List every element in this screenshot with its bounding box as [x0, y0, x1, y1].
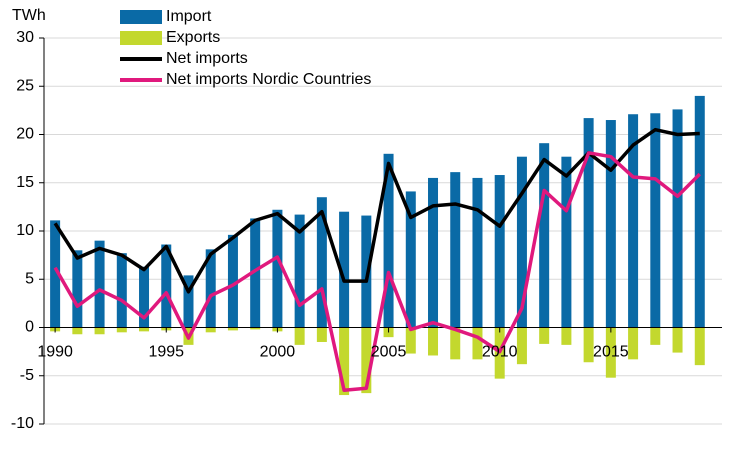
bar [205, 249, 216, 328]
y-tick-label: 5 [25, 270, 34, 287]
y-tick-label: 10 [16, 222, 34, 239]
bar [561, 327, 572, 345]
bar [50, 220, 61, 328]
bar [516, 156, 527, 328]
bar [628, 327, 639, 360]
bar [405, 191, 416, 328]
y-axis-label: TWh [12, 7, 46, 24]
bar [250, 218, 261, 328]
bar [116, 327, 127, 333]
bar [294, 327, 305, 345]
x-tick-label: 2010 [482, 344, 518, 361]
bar [205, 327, 216, 333]
legend-swatch [120, 31, 162, 45]
bar [361, 215, 372, 328]
bar [316, 197, 327, 328]
bar [339, 327, 350, 396]
bar [539, 327, 550, 344]
y-tick-label: -5 [20, 367, 34, 384]
bar [183, 275, 194, 328]
bar [605, 120, 616, 328]
bar [161, 244, 172, 328]
bar [494, 175, 505, 328]
bar [428, 177, 439, 328]
bar [450, 172, 461, 328]
line [53, 127, 700, 294]
bar [672, 327, 683, 353]
line [53, 151, 702, 392]
y-tick-label: 15 [16, 174, 34, 191]
bar [405, 327, 416, 354]
legend-label: Import [166, 8, 212, 25]
bar [605, 327, 616, 378]
bar [72, 250, 83, 328]
bar [272, 209, 283, 328]
bar [628, 114, 639, 328]
bar [139, 327, 150, 332]
bar [227, 234, 238, 328]
x-tick-label: 2005 [371, 344, 407, 361]
legend-label: Net imports Nordic Countries [166, 71, 371, 88]
bar [650, 327, 661, 345]
x-tick-label: 1990 [37, 344, 73, 361]
bar [583, 118, 594, 328]
bar [472, 327, 483, 360]
bar [339, 211, 350, 328]
bar [650, 113, 661, 328]
x-tick-label: 1995 [148, 344, 184, 361]
y-tick-label: 0 [25, 319, 34, 336]
bar [516, 327, 527, 365]
bar [561, 156, 572, 328]
bar [383, 153, 394, 328]
bar [361, 327, 372, 394]
bar [94, 240, 105, 328]
y-tick-label: -10 [11, 415, 34, 432]
bar [294, 214, 305, 328]
bar [694, 327, 705, 366]
y-tick-label: 25 [16, 77, 34, 94]
bar [116, 253, 127, 328]
bar [316, 327, 327, 342]
bar [250, 327, 261, 330]
bar [94, 327, 105, 335]
y-tick-label: 20 [16, 126, 34, 143]
bar [583, 327, 594, 363]
y-tick-label: 30 [16, 29, 34, 46]
bar [694, 95, 705, 328]
bar [539, 143, 550, 328]
bar [672, 109, 683, 328]
x-tick-label: 2000 [260, 344, 296, 361]
legend-label: Net imports [166, 50, 248, 67]
bar [227, 327, 238, 331]
bar [428, 327, 439, 356]
legend-label: Exports [166, 29, 220, 46]
bar [139, 266, 150, 328]
bar [72, 327, 83, 335]
bar [450, 327, 461, 360]
legend-swatch [120, 10, 162, 24]
x-tick-label: 2015 [593, 344, 629, 361]
bar [472, 177, 483, 328]
